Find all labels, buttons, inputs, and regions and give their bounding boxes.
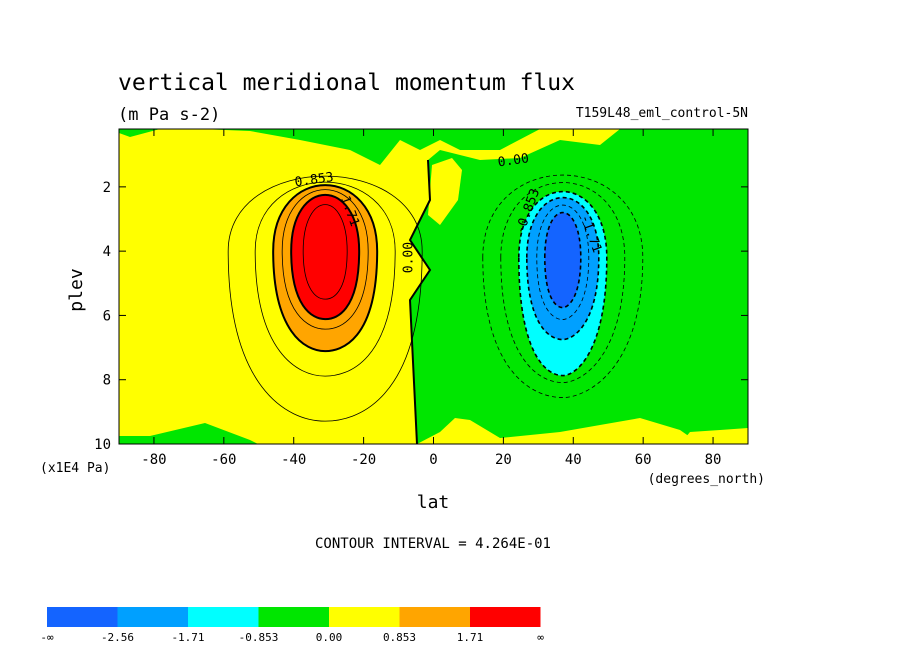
x-axis-title: lat xyxy=(417,492,450,513)
colorbar-swatch xyxy=(258,607,329,627)
colorbar-label: -0.853 xyxy=(239,631,279,644)
zero-contour xyxy=(408,159,432,444)
contour-line xyxy=(290,194,361,321)
x-tick-label: 60 xyxy=(635,452,652,468)
negative-contours xyxy=(482,174,644,398)
y-tick-label: 2 xyxy=(103,180,111,196)
contour-label: 0.00 xyxy=(402,242,417,273)
contour-label: 0.00 xyxy=(497,151,530,170)
colorbar-swatch xyxy=(329,607,400,627)
run-label: T159L48_eml_control-5N xyxy=(576,106,748,121)
contour-interval-text: CONTOUR INTERVAL = 4.264E-01 xyxy=(315,536,551,552)
y-axis: 2 4 6 8 10 xyxy=(94,180,748,453)
positive-contours xyxy=(227,175,423,422)
contour-label: 0.853 xyxy=(294,170,335,190)
colorbar-swatch xyxy=(399,607,470,627)
colorbar-swatch xyxy=(188,607,259,627)
y-axis-title: plev xyxy=(66,268,87,311)
colorbar-label: -∞ xyxy=(40,631,54,644)
x-units-label: (degrees_north) xyxy=(648,472,765,487)
plot-area xyxy=(119,129,748,444)
colorbar-label: 0.00 xyxy=(316,631,343,644)
colorbar-swatch xyxy=(470,607,541,627)
positive-fill-region xyxy=(680,428,748,444)
x-tick-label: -20 xyxy=(351,452,376,468)
x-tick-label: 40 xyxy=(565,452,582,468)
positive-fill-region xyxy=(428,158,462,225)
y-tick-label: 8 xyxy=(103,373,111,389)
colorbar-label: -1.71 xyxy=(171,631,204,644)
colorbar-swatch xyxy=(47,607,118,627)
chart-units: (m Pa s-2) xyxy=(118,105,220,125)
colorbar-label: 0.853 xyxy=(383,631,416,644)
contour-line xyxy=(302,204,348,300)
x-tick-label: 80 xyxy=(705,452,722,468)
contour-line xyxy=(500,182,626,383)
contour-line xyxy=(482,174,644,398)
contour-line xyxy=(227,175,423,422)
y-tick-label: 6 xyxy=(103,308,111,324)
colorbar-label: -2.56 xyxy=(101,631,134,644)
x-tick-label: -80 xyxy=(141,452,166,468)
y-tick-label: 4 xyxy=(103,244,111,260)
y-units-label: (x1E4 Pa) xyxy=(40,461,110,476)
contour-line xyxy=(281,189,369,330)
x-tick-label: -60 xyxy=(211,452,236,468)
colorbar-swatch xyxy=(117,607,188,627)
contour-line xyxy=(536,204,590,320)
x-tick-label: 0 xyxy=(429,452,437,468)
colorbar-label: ∞ xyxy=(537,631,544,644)
chart-title: vertical meridional momentum flux xyxy=(118,70,575,96)
y-tick-label: 10 xyxy=(94,437,111,453)
x-tick-label: 20 xyxy=(495,452,512,468)
contour-line xyxy=(543,212,582,309)
colorbar: -∞ -2.56 -1.71 -0.853 0.00 0.853 1.71 ∞ xyxy=(40,607,544,644)
colorbar-label: 1.71 xyxy=(457,631,484,644)
x-axis: -80 -60 -40 -20 0 20 40 60 80 xyxy=(141,129,721,468)
contour-line xyxy=(254,181,396,377)
x-tick-label: -40 xyxy=(281,452,306,468)
